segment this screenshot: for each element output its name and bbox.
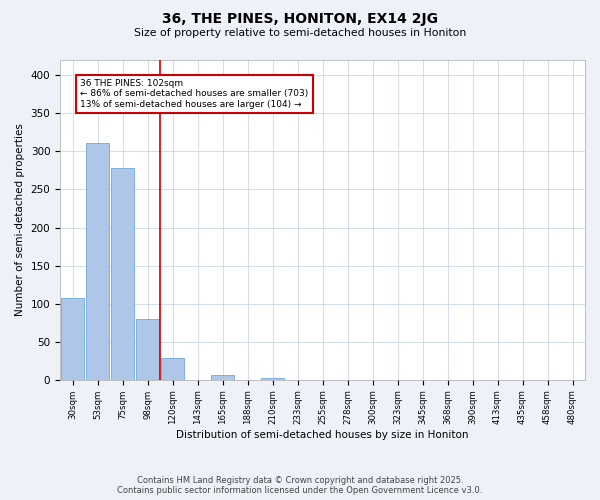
Text: Size of property relative to semi-detached houses in Honiton: Size of property relative to semi-detach…: [134, 28, 466, 38]
Bar: [61, 298, 84, 380]
Bar: [211, 376, 234, 380]
Text: 36, THE PINES, HONITON, EX14 2JG: 36, THE PINES, HONITON, EX14 2JG: [162, 12, 438, 26]
Bar: [261, 378, 284, 380]
Bar: [111, 168, 134, 380]
Y-axis label: Number of semi-detached properties: Number of semi-detached properties: [15, 124, 25, 316]
Text: 36 THE PINES: 102sqm
← 86% of semi-detached houses are smaller (703)
13% of semi: 36 THE PINES: 102sqm ← 86% of semi-detac…: [80, 79, 308, 109]
Bar: [86, 143, 109, 380]
Text: Contains HM Land Registry data © Crown copyright and database right 2025.
Contai: Contains HM Land Registry data © Crown c…: [118, 476, 482, 495]
Bar: [136, 319, 159, 380]
X-axis label: Distribution of semi-detached houses by size in Honiton: Distribution of semi-detached houses by …: [176, 430, 469, 440]
Bar: [161, 358, 184, 380]
